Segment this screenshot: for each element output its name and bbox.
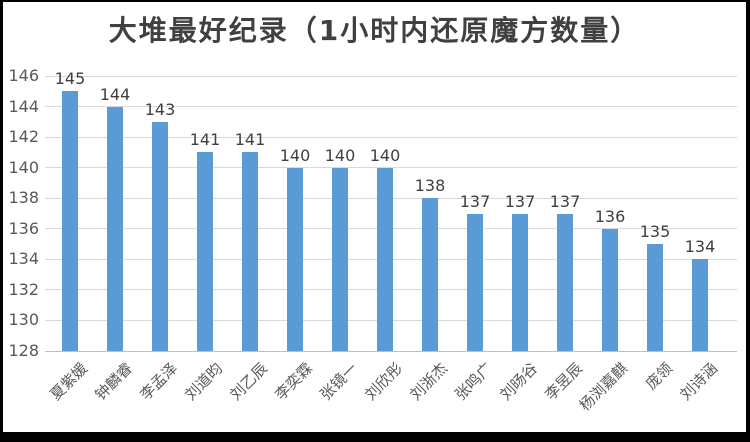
bar-value-label: 145: [54, 69, 86, 89]
bar: [557, 213, 573, 351]
y-axis-tick-label: 132: [8, 279, 39, 299]
bar: [422, 198, 438, 351]
bar-value-label: 140: [324, 145, 356, 165]
bar: [152, 121, 168, 351]
bar: [377, 167, 393, 351]
bar-value-label: 135: [639, 222, 671, 242]
x-category-label: 张镜一: [316, 359, 362, 404]
bar: [512, 213, 528, 351]
bar: [242, 152, 258, 351]
bar-value-label: 137: [549, 191, 581, 211]
y-axis-tick-label: 144: [8, 96, 39, 116]
y-axis-tick-label: 142: [8, 127, 39, 147]
x-category-label: 李奕霖: [271, 359, 317, 404]
bar-value-label: 136: [594, 206, 626, 226]
bar-value-label: 134: [684, 237, 716, 257]
bar-value-label: 137: [504, 191, 536, 211]
x-category-label: 张鸣广: [451, 359, 497, 404]
bar-value-label: 141: [234, 130, 266, 150]
y-axis-tick-label: 140: [8, 157, 39, 177]
x-category-label: 李孟泽: [136, 359, 182, 404]
bar: [602, 228, 618, 351]
bar-value-label: 138: [414, 176, 446, 196]
x-category-label: 刘欣彤: [361, 359, 407, 404]
x-category-label: 刘道昀: [181, 359, 227, 404]
x-category-label: 夏紫媛: [46, 359, 92, 404]
bar: [62, 91, 78, 351]
x-category-label: 刘诗涵: [676, 359, 722, 404]
gridline: [45, 136, 737, 138]
y-axis-tick-label: 130: [8, 310, 39, 330]
bar-value-label: 143: [144, 99, 176, 119]
chart-title: 大堆最好纪录（1小时内还原魔方数量）: [108, 14, 641, 47]
bar-value-label: 137: [459, 191, 491, 211]
x-category-label: 刘旸谷: [496, 359, 542, 404]
bar: [197, 152, 213, 351]
x-axis-line: [45, 350, 737, 352]
bar: [332, 167, 348, 351]
bar-value-label: 140: [279, 145, 311, 165]
gridline: [45, 106, 737, 108]
bar-value-label: 144: [99, 84, 131, 104]
x-category-label: 庞领: [642, 359, 677, 394]
y-axis-tick-label: 128: [8, 341, 39, 360]
x-category-label: 刘乙辰: [226, 359, 272, 404]
x-category-label: 李昱辰: [541, 359, 587, 404]
bar: [287, 167, 303, 351]
x-category-label: 刘浙杰: [406, 359, 452, 404]
bar: [107, 106, 123, 351]
plot-area: 128 130 132 134 136 138 140 142 144 146 145 夏紫媛 144 钟…: [3, 2, 746, 432]
x-category-label: 杨浏嘉麒: [575, 359, 632, 415]
y-axis-tick-label: 138: [8, 188, 39, 208]
bar: [467, 213, 483, 351]
y-axis-tick-label: 134: [8, 249, 39, 269]
y-axis-tick-label: 136: [8, 218, 39, 238]
gridline: [45, 75, 737, 77]
bar-value-label: 141: [189, 130, 221, 150]
bar-value-label: 140: [369, 145, 401, 165]
bar: [692, 259, 708, 351]
x-category-label: 钟麟睿: [91, 359, 137, 404]
bar: [647, 244, 663, 351]
y-axis-tick-label: 146: [8, 66, 39, 85]
